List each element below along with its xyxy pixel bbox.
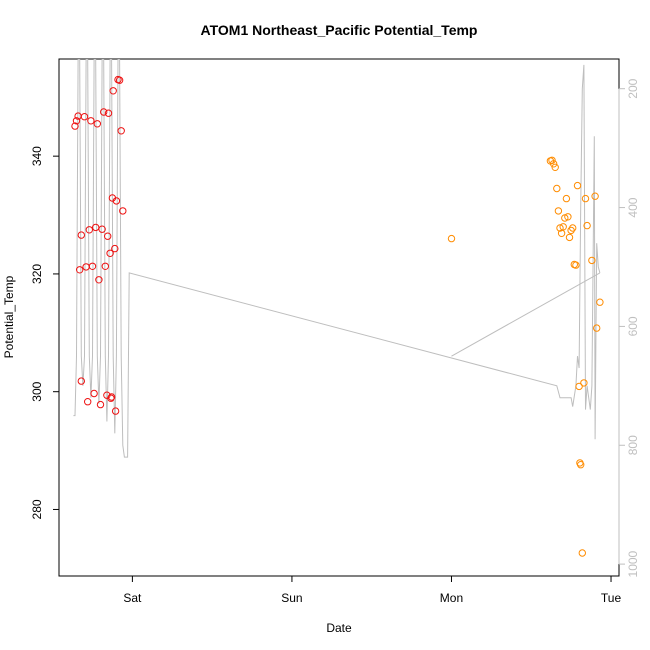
right-tick-label: 1000: [626, 550, 640, 577]
left-tick-label: 320: [30, 264, 44, 284]
data-point: [106, 249, 114, 258]
data-point: [581, 194, 590, 203]
data-point: [569, 224, 577, 232]
data-point: [119, 207, 127, 215]
data-point: [596, 298, 604, 306]
data-point: [559, 223, 567, 231]
data-point: [447, 234, 456, 243]
data-point: [98, 225, 106, 233]
bottom-tick-label: Mon: [440, 591, 463, 605]
chart-title: ATOM1 Northeast_Pacific Potential_Temp: [201, 22, 478, 38]
data-point: [553, 184, 561, 193]
data-point: [107, 393, 116, 401]
plot-frame: [58, 58, 620, 577]
data-point: [100, 108, 108, 116]
data-point: [101, 262, 110, 270]
data-point: [90, 389, 98, 398]
depth-line-layer: [73, 59, 601, 458]
right-tick-label: 600: [626, 316, 640, 336]
data-point: [593, 324, 601, 332]
bottom-tick-label: Tue: [601, 591, 622, 605]
data-point: [115, 76, 124, 84]
data-point: [71, 122, 79, 130]
data-point: [117, 127, 125, 135]
bottom-tick-label: Sat: [123, 591, 142, 605]
data-point: [77, 231, 86, 239]
data-point: [565, 233, 574, 242]
data-point: [580, 379, 588, 387]
points-layer: [71, 75, 604, 557]
bottom-axis: Sat Sun Mon Tue: [123, 575, 622, 605]
data-point: [104, 109, 113, 117]
data-point: [564, 213, 572, 221]
left-tick-label: 300: [30, 381, 44, 401]
data-point: [96, 400, 105, 409]
data-point: [112, 197, 121, 205]
data-point: [556, 224, 564, 232]
data-point: [551, 163, 559, 172]
data-point: [111, 244, 119, 253]
bottom-tick-label: Sun: [281, 591, 302, 605]
data-point: [577, 461, 585, 469]
data-point: [95, 276, 103, 284]
left-axis: 280 300 320 340: [30, 146, 60, 519]
right-axis: 200 400 600 800 1000: [618, 78, 640, 577]
data-point: [77, 377, 86, 385]
depth-line: [73, 59, 601, 458]
data-point: [85, 226, 94, 234]
data-point: [111, 407, 120, 415]
y-axis-label: Potential_Temp: [2, 275, 16, 358]
right-tick-label: 800: [626, 435, 640, 455]
data-point: [72, 117, 81, 125]
data-point: [109, 87, 117, 95]
data-point: [76, 266, 84, 274]
right-tick-label: 200: [626, 78, 640, 98]
data-point: [572, 261, 580, 269]
data-point: [588, 256, 596, 265]
left-tick-label: 280: [30, 499, 44, 519]
data-point: [573, 181, 582, 190]
data-point: [575, 382, 583, 391]
data-point: [107, 394, 115, 402]
x-axis-label: Date: [326, 621, 352, 635]
data-point: [88, 262, 97, 270]
left-tick-label: 340: [30, 146, 44, 166]
depth-line-segment: [451, 272, 601, 357]
data-point: [104, 232, 112, 240]
data-point: [87, 117, 95, 125]
data-point: [591, 192, 599, 200]
data-point: [84, 398, 92, 406]
data-point: [554, 207, 563, 215]
data-point: [578, 549, 586, 557]
data-point: [562, 194, 571, 203]
data-point: [80, 113, 89, 121]
data-point: [583, 221, 591, 230]
data-point: [549, 160, 558, 168]
right-tick-label: 400: [626, 197, 640, 217]
data-point: [548, 156, 556, 165]
data-point: [93, 120, 102, 128]
